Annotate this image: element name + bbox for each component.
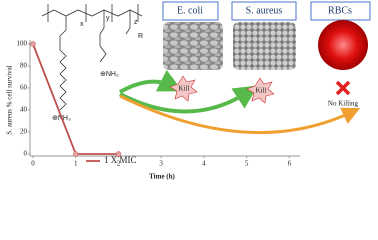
kill-label: Kill <box>256 87 267 95</box>
y-tick-label: 60 <box>20 84 28 92</box>
y-tick-label: 100 <box>17 40 28 48</box>
burst <box>246 77 275 104</box>
graphical-abstract: x y z R ⊕NH₂ ⊕NH₃ E. coli S. aureus RBCs… <box>6 1 371 181</box>
no-kill-label: No Killing <box>328 100 359 108</box>
header: S. aureus <box>246 5 283 16</box>
rbc-image <box>318 20 368 70</box>
chem-label: R <box>138 33 143 40</box>
y-tick-label: 40 <box>20 106 28 114</box>
chem-label: x <box>80 21 84 28</box>
polymer-structure <box>41 4 143 111</box>
arrow <box>119 94 361 135</box>
point <box>72 151 79 157</box>
y-tick-label: 20 <box>20 128 28 136</box>
kill-label: Kill <box>179 85 190 93</box>
point <box>115 151 122 157</box>
y-axis-label: S. aureus % cell survival <box>6 65 14 134</box>
burst <box>169 75 198 102</box>
header: RBCs <box>328 5 352 16</box>
point <box>30 41 36 47</box>
header: E. coli <box>177 5 203 16</box>
arrow <box>119 69 183 94</box>
y-tick-label: 0 <box>24 150 28 158</box>
x-tick-label: 2 <box>117 160 121 168</box>
no-kill-cross <box>335 80 351 96</box>
legend-label: 1 X MIC <box>104 155 137 165</box>
y-tick-label: 80 <box>20 62 28 70</box>
x-tick-label: 5 <box>245 160 249 168</box>
x-tick-label: 6 <box>288 160 292 168</box>
x-tick-label: 3 <box>159 160 163 168</box>
header-box <box>162 1 219 21</box>
x-tick-label: 4 <box>202 160 206 168</box>
header-box <box>231 1 297 21</box>
x-axis-label: Time (h) <box>149 173 175 181</box>
saureus-image <box>233 22 296 70</box>
series-line <box>32 43 119 155</box>
arrow <box>119 85 259 114</box>
header-box <box>310 1 371 21</box>
ecoli-image <box>163 22 223 70</box>
x-tick-label: 0 <box>31 160 35 168</box>
chem-label: y <box>106 15 110 22</box>
chem-label: ⊕NH₂ <box>100 71 119 78</box>
chem-label: z <box>134 19 138 26</box>
x-tick-label: 1 <box>74 160 78 168</box>
